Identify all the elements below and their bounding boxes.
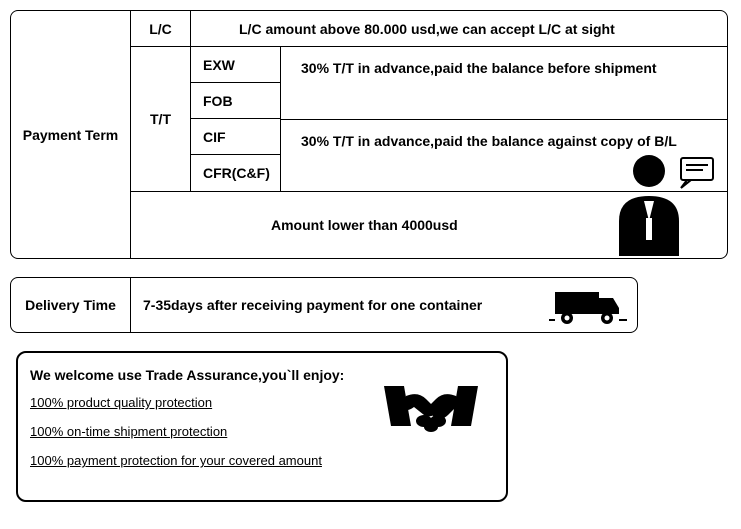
lc-text: L/C amount above 80.000 usd,we can accep…	[191, 11, 727, 46]
term-cfr: CFR(C&F)	[191, 155, 280, 191]
delivery-time-label: Delivery Time	[11, 278, 131, 332]
payment-term-table: Payment Term L/C L/C amount above 80.000…	[10, 10, 728, 259]
terms-column: EXW FOB CIF CFR(C&F)	[191, 47, 281, 191]
term-cif: CIF	[191, 119, 280, 155]
handshake-icon	[376, 371, 486, 464]
trade-assurance-box: We welcome use Trade Assurance,you`ll en…	[16, 351, 508, 502]
lc-label: L/C	[131, 11, 191, 46]
term-exw: EXW	[191, 47, 280, 83]
desc-advance-shipment: 30% T/T in advance,paid the balance befo…	[281, 47, 727, 120]
truck-icon	[549, 286, 627, 329]
businessman-icon	[599, 146, 719, 256]
tt-label: T/T	[131, 47, 191, 191]
payment-term-label: Payment Term	[11, 11, 131, 258]
delivery-time-table: Delivery Time 7-35days after receiving p…	[10, 277, 638, 333]
term-fob: FOB	[191, 83, 280, 119]
lc-row: L/C L/C amount above 80.000 usd,we can a…	[131, 11, 727, 47]
